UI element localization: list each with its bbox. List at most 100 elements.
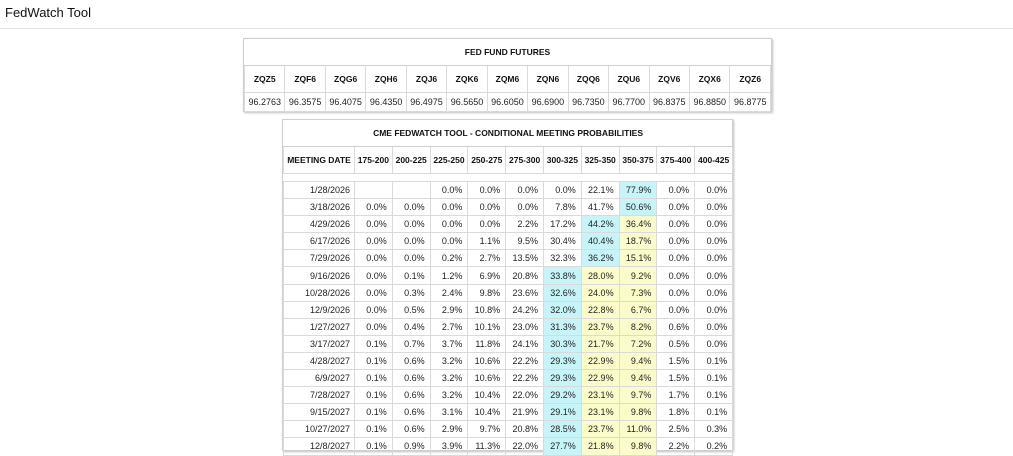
probability-cell: 0.0% [542, 180, 582, 200]
probability-cell: 1.1% [467, 232, 507, 251]
probability-cell: 0.0% [354, 300, 393, 319]
contract-header: ZQN6 [527, 65, 569, 93]
probability-cell: 1.5% [656, 351, 696, 371]
probability-cell: 36.2% [580, 249, 620, 268]
probability-cell: 33.8% [542, 266, 582, 285]
meeting-probabilities-table: CME FEDWATCH TOOL - CONDITIONAL MEETING … [283, 120, 734, 456]
probability-cell: 50.6% [618, 198, 658, 217]
probability-cell: 20.8% [505, 420, 544, 439]
contract-header: ZQG6 [324, 65, 367, 93]
probability-cell: 0.0% [656, 283, 696, 302]
probability-cell: 0.6% [391, 351, 431, 371]
table-row: 4/28/2027 0.1% 0.6% 3.2% 10.6% 22.2% 29.3% 22.9… [283, 351, 734, 371]
meeting-date: 12/9/2026 [283, 300, 355, 319]
meeting-date: 4/29/2026 [283, 215, 355, 234]
probability-cell: 0.0% [354, 198, 393, 217]
probability-cell: 3.1% [429, 403, 469, 422]
meeting-date: 4/28/2027 [283, 351, 355, 371]
contract-price: 96.5650 [446, 92, 488, 112]
probability-cell: 0.1% [354, 351, 393, 371]
probability-cell: 0.0% [429, 198, 469, 217]
probability-cell [354, 180, 393, 200]
probability-cell: 9.4% [618, 351, 658, 371]
probability-cell: 0.0% [354, 215, 393, 234]
probability-cell: 8.2% [618, 317, 658, 336]
table-row: 7/29/2026 0.0% 0.0% 0.2% 2.7% 13.5% 32.3% 36.2%… [283, 249, 734, 268]
probability-cell: 0.6% [391, 403, 431, 422]
probability-cell: 0.0% [429, 232, 469, 251]
probability-cell: 23.0% [505, 317, 544, 336]
contract-price: 96.8375 [648, 92, 690, 112]
probability-cell: 0.9% [391, 437, 431, 456]
meeting-date: 6/17/2026 [283, 232, 355, 251]
probability-cell: 0.1% [354, 334, 393, 353]
contract-price: 96.8775 [729, 92, 771, 112]
probability-cell: 2.9% [429, 420, 469, 439]
probability-cell: 1.5% [656, 369, 696, 388]
probability-cell: 0.0% [694, 317, 734, 336]
probability-cell: 10.4% [467, 386, 507, 405]
probability-cell: 0.0% [694, 180, 734, 200]
probability-cell: 0.0% [694, 215, 734, 234]
probability-cell: 0.6% [391, 420, 431, 439]
range-header: 375-400 [656, 146, 696, 174]
probability-cell: 0.0% [391, 232, 431, 251]
probability-cell: 10.8% [467, 300, 507, 319]
probability-cell: 0.0% [467, 198, 507, 217]
probability-cell: 2.2% [656, 437, 696, 456]
probability-cell: 10.4% [467, 403, 507, 422]
contract-header: ZQH6 [365, 65, 407, 93]
probability-cell: 9.4% [618, 369, 658, 388]
contract-price: 96.4075 [324, 92, 367, 112]
probability-cell: 23.1% [580, 386, 620, 405]
meeting-probabilities-panel: CME FEDWATCH TOOL - CONDITIONAL MEETING … [282, 119, 734, 456]
probability-cell: 0.0% [505, 198, 544, 217]
fed-fund-futures-table: FED FUND FUTURES ZQZ5 ZQF6 ZQG6 ZQH6 ZQJ6 ZQK… [243, 39, 771, 112]
probability-cell: 22.2% [505, 369, 544, 388]
meeting-date: 3/18/2026 [283, 198, 355, 217]
probability-cell: 1.2% [429, 266, 469, 285]
probability-cell: 0.0% [694, 249, 734, 268]
probability-cell: 44.2% [580, 215, 620, 234]
probability-cell: 0.0% [694, 266, 734, 285]
probability-cell: 7.8% [542, 198, 582, 217]
probability-cell: 0.1% [354, 403, 393, 422]
probability-cell: 7.2% [618, 334, 658, 353]
probability-cell: 2.2% [505, 215, 544, 234]
probability-cell: 17.2% [542, 215, 582, 234]
probability-cell: 0.0% [429, 215, 469, 234]
contract-price: 96.6900 [527, 92, 569, 112]
probability-cell: 9.7% [618, 386, 658, 405]
probability-cell: 0.7% [391, 334, 431, 353]
probability-cell: 0.2% [694, 437, 734, 456]
probability-cell: 23.7% [580, 317, 620, 336]
range-header: 200-225 [391, 146, 431, 174]
range-header: 250-275 [467, 146, 507, 174]
probability-cell: 23.6% [505, 283, 544, 302]
probability-cell: 0.6% [391, 369, 431, 388]
range-header: 275-300 [505, 146, 544, 174]
probability-cell: 2.5% [656, 420, 696, 439]
probability-cell: 11.3% [467, 437, 507, 456]
probability-cell: 11.0% [618, 420, 658, 439]
meeting-date: 9/16/2026 [283, 266, 355, 285]
probability-cell: 28.5% [542, 420, 582, 439]
probability-cell: 22.9% [580, 351, 620, 371]
table-row: 7/28/2027 0.1% 0.6% 3.2% 10.4% 22.0% 29.2% 23.1… [283, 386, 734, 405]
probability-cell: 22.8% [580, 300, 620, 319]
fed-fund-futures-title: FED FUND FUTURES [244, 39, 771, 66]
probability-cell: 22.9% [580, 369, 620, 388]
table-row: 6/17/2026 0.0% 0.0% 0.0% 1.1% 9.5% 30.4% 40.4% 1… [283, 232, 734, 251]
probability-cell: 29.2% [542, 386, 582, 405]
probability-cell: 0.0% [694, 232, 734, 251]
probability-cell: 0.0% [467, 180, 507, 200]
probability-cell: 21.8% [580, 437, 620, 456]
fed-fund-futures-panel: FED FUND FUTURES ZQZ5 ZQF6 ZQG6 ZQH6 ZQJ6 ZQK… [243, 38, 772, 112]
probability-cell: 77.9% [618, 180, 658, 200]
probability-cell: 1.8% [656, 403, 696, 422]
table-row: 9/16/2026 0.0% 0.1% 1.2% 6.9% 20.8% 33.8% 28.0%… [283, 266, 734, 285]
probability-cell: 0.0% [694, 300, 734, 319]
probability-cell: 9.2% [618, 266, 658, 285]
range-header: 350-375 [618, 146, 658, 174]
probability-cell: 22.2% [505, 351, 544, 371]
